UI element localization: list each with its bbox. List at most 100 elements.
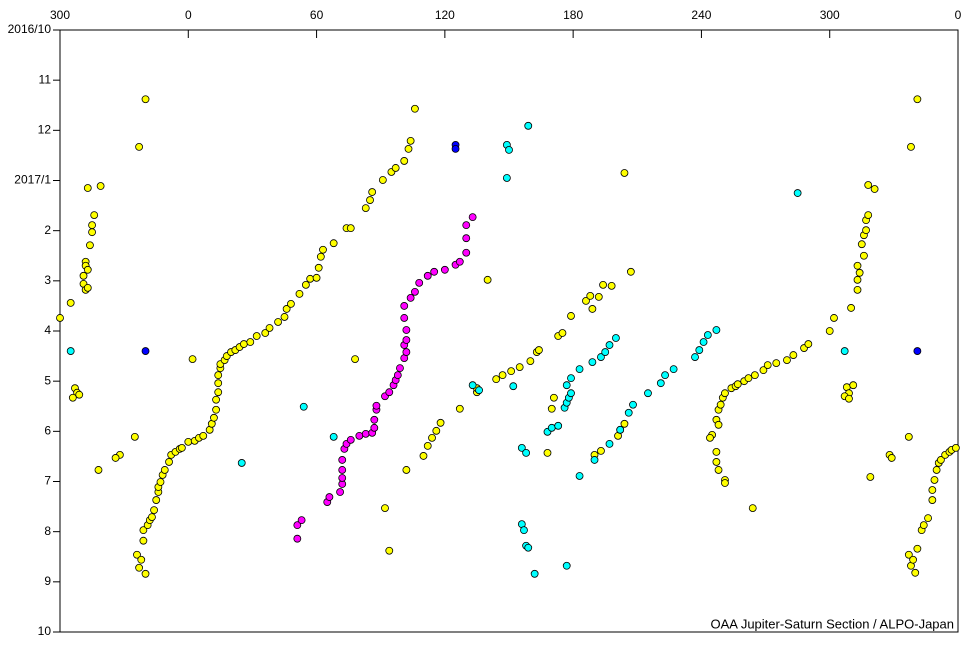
data-point: [246, 338, 255, 346]
data-point: [562, 381, 571, 390]
data-point: [393, 371, 402, 380]
data-point: [338, 456, 347, 464]
data-point: [336, 488, 344, 496]
data-point: [524, 543, 533, 552]
data-point: [141, 569, 150, 578]
data-point: [423, 441, 432, 450]
data-point: [338, 466, 347, 474]
data-point: [669, 365, 678, 374]
data-point: [372, 401, 381, 410]
data-point: [94, 466, 103, 474]
data-point: [515, 363, 524, 372]
y-tick-label: 2017/1: [14, 173, 51, 187]
data-point: [139, 536, 148, 545]
data-point: [400, 157, 409, 165]
data-point: [239, 340, 248, 348]
data-point: [295, 289, 304, 298]
data-point: [79, 271, 88, 280]
data-point: [793, 189, 802, 197]
data-point: [620, 169, 629, 177]
data-point: [428, 433, 436, 442]
data-point: [212, 405, 220, 414]
data-point: [695, 346, 704, 354]
data-point: [402, 336, 411, 344]
data-point: [66, 347, 75, 355]
data-point: [252, 332, 261, 340]
x-tick-label: 300: [820, 8, 840, 22]
data-point: [864, 181, 873, 189]
data-point: [415, 278, 424, 287]
data-point: [575, 365, 584, 374]
data-point: [607, 281, 616, 290]
data-point: [88, 228, 96, 237]
data-point: [148, 513, 156, 522]
data-point: [261, 329, 270, 337]
data-point: [361, 204, 370, 212]
data-point: [853, 275, 862, 284]
data-point: [759, 366, 768, 375]
data-point: [462, 221, 471, 230]
y-tick-label: 2: [44, 223, 51, 237]
data-point: [855, 268, 864, 277]
x-tick-label: 0: [185, 8, 192, 22]
y-tick-label: 4: [44, 323, 51, 337]
data-point: [396, 364, 404, 373]
data-point: [160, 466, 169, 474]
data-point: [329, 239, 338, 248]
x-tick-label: 60: [310, 8, 324, 22]
data-point: [319, 245, 327, 254]
data-point: [661, 371, 669, 380]
data-point: [744, 374, 753, 383]
data-point: [440, 265, 449, 274]
data-point: [509, 382, 518, 391]
data-point: [825, 327, 834, 335]
data-point: [306, 274, 315, 283]
data-point: [535, 346, 543, 354]
data-point: [853, 285, 862, 294]
data-point: [210, 413, 218, 422]
data-point: [293, 521, 302, 530]
data-point: [870, 185, 879, 193]
data-point: [547, 423, 556, 432]
data-point: [913, 544, 922, 553]
data-point: [714, 420, 723, 429]
data-point: [361, 429, 370, 438]
data-point: [406, 136, 415, 145]
data-point: [507, 367, 516, 376]
data-point: [840, 347, 849, 355]
data-point: [381, 504, 389, 512]
data-point: [772, 359, 781, 368]
data-point: [860, 251, 868, 260]
data-point: [594, 292, 603, 301]
data-point: [301, 280, 310, 289]
data-point: [547, 404, 556, 413]
data-point: [314, 263, 323, 272]
data-point: [299, 402, 308, 411]
data-point: [712, 448, 721, 456]
data-point: [423, 271, 432, 280]
data-point: [575, 472, 584, 480]
data-point: [517, 443, 526, 452]
data-point: [370, 423, 379, 432]
data-point: [282, 305, 291, 313]
data-point: [612, 334, 620, 342]
data-point: [406, 293, 415, 302]
data-point: [524, 121, 533, 130]
data-point: [862, 226, 870, 235]
data-point: [624, 408, 633, 417]
data-point: [502, 174, 511, 182]
data-point: [936, 456, 945, 464]
data-point: [83, 265, 92, 274]
y-tick-label: 7: [44, 474, 51, 488]
data-point: [699, 338, 708, 346]
data-point: [329, 432, 338, 441]
data-point: [199, 431, 208, 440]
data-point: [83, 283, 92, 292]
y-tick-label: 6: [44, 424, 51, 438]
data-point: [505, 145, 513, 154]
data-point: [404, 144, 413, 153]
data-point: [620, 419, 629, 428]
data-point: [297, 516, 306, 525]
data-point: [930, 476, 939, 484]
